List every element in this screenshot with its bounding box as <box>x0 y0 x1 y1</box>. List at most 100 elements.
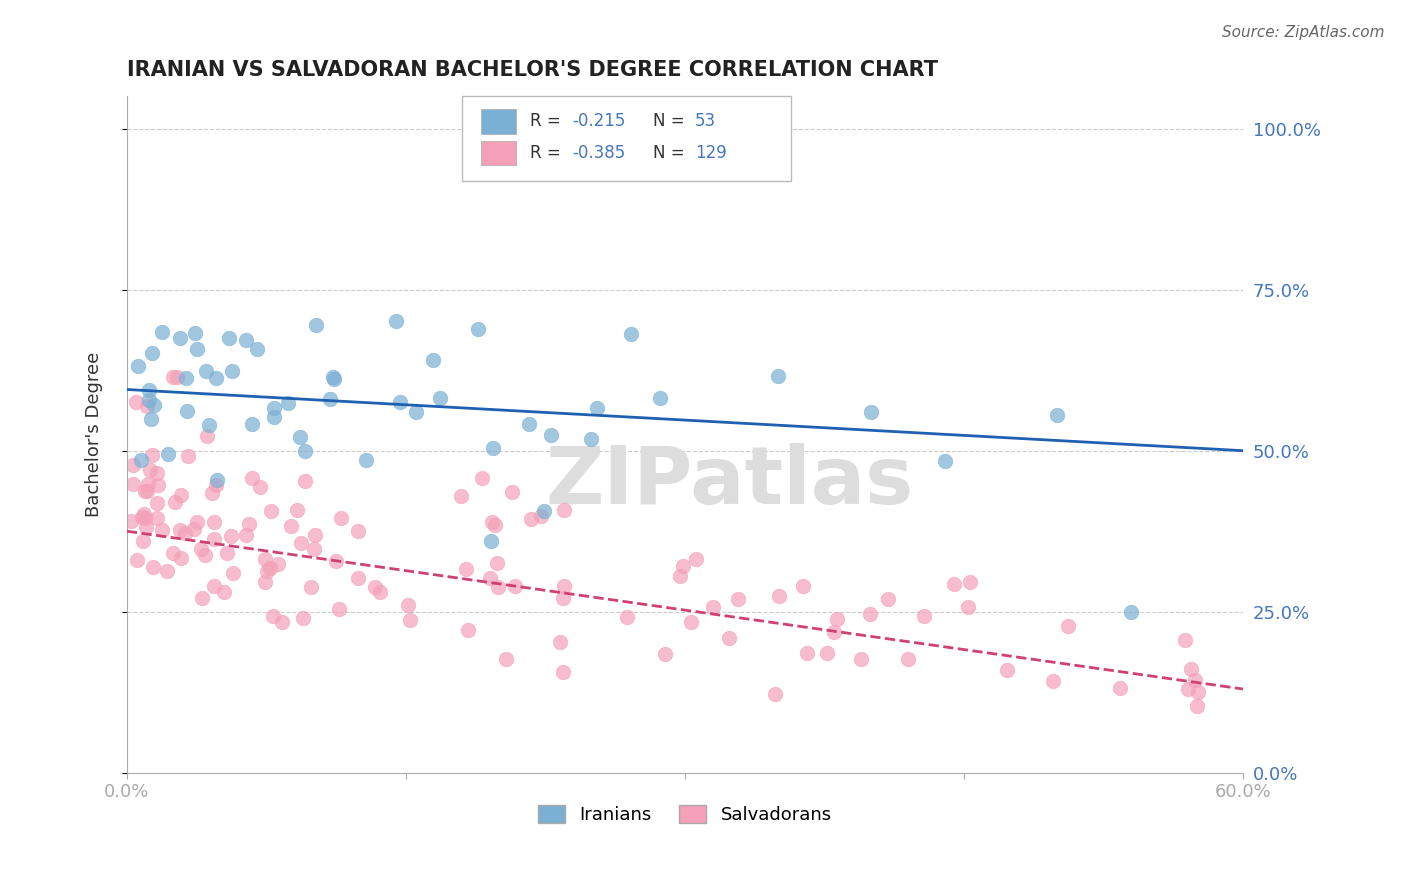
Point <box>122 477 145 491</box>
Point <box>266 557 288 571</box>
Point <box>120 515 142 529</box>
Point <box>145 511 167 525</box>
Point <box>553 503 575 517</box>
Point <box>280 518 302 533</box>
Point <box>290 430 312 444</box>
Point <box>242 471 264 485</box>
Text: 53: 53 <box>695 112 716 130</box>
Point <box>162 546 184 560</box>
Point <box>796 646 818 660</box>
Text: -0.215: -0.215 <box>572 112 626 130</box>
Point <box>942 577 965 591</box>
Text: -0.385: -0.385 <box>572 145 626 162</box>
Point <box>263 409 285 424</box>
Point <box>142 560 165 574</box>
Point <box>322 370 344 384</box>
Point <box>956 600 979 615</box>
Point <box>347 571 370 585</box>
Point <box>186 343 208 357</box>
Point <box>553 665 575 679</box>
Point <box>202 579 225 593</box>
Point <box>260 504 283 518</box>
Point <box>256 565 278 579</box>
Point <box>240 417 263 431</box>
Point <box>141 412 163 426</box>
Point <box>859 607 882 622</box>
FancyBboxPatch shape <box>481 141 516 165</box>
Point <box>533 504 555 518</box>
Point <box>186 515 208 529</box>
Point <box>218 331 240 345</box>
Point <box>1121 605 1143 619</box>
Point <box>177 450 200 464</box>
Point <box>125 553 148 567</box>
Point <box>364 580 387 594</box>
Point <box>322 372 344 386</box>
Point <box>768 590 790 604</box>
Point <box>859 405 882 419</box>
Point <box>134 510 156 524</box>
Point <box>505 579 527 593</box>
Point <box>319 392 342 407</box>
Point <box>717 632 740 646</box>
Point <box>304 528 326 542</box>
Point <box>249 480 271 494</box>
Point <box>138 384 160 398</box>
Point <box>1184 673 1206 687</box>
Point <box>1109 681 1132 695</box>
Point <box>246 343 269 357</box>
Point <box>1180 662 1202 676</box>
Point <box>530 508 553 523</box>
Point <box>292 611 315 625</box>
Point <box>450 489 472 503</box>
Point <box>146 496 169 510</box>
Point <box>995 663 1018 677</box>
Point <box>766 369 789 384</box>
Point <box>385 313 408 327</box>
Point <box>141 448 163 462</box>
Point <box>370 585 392 599</box>
Point <box>616 610 638 624</box>
Point <box>176 403 198 417</box>
Point <box>204 371 226 385</box>
Point <box>194 364 217 378</box>
Point <box>399 613 422 627</box>
Point <box>396 598 419 612</box>
Point <box>959 575 981 590</box>
Point <box>620 326 643 341</box>
Point <box>138 463 160 477</box>
Point <box>669 569 692 583</box>
Point <box>170 488 193 502</box>
Point <box>235 333 257 347</box>
Point <box>912 609 935 624</box>
Point <box>346 524 368 539</box>
Point <box>166 370 188 384</box>
Point <box>197 418 219 433</box>
Point <box>150 523 173 537</box>
Point <box>219 529 242 543</box>
Point <box>135 519 157 533</box>
Point <box>134 483 156 498</box>
Point <box>262 608 284 623</box>
Point <box>290 535 312 549</box>
Point <box>388 395 411 409</box>
Text: IRANIAN VS SALVADORAN BACHELOR'S DEGREE CORRELATION CHART: IRANIAN VS SALVADORAN BACHELOR'S DEGREE … <box>127 60 938 79</box>
Point <box>763 687 786 701</box>
Point <box>685 552 707 566</box>
Point <box>285 503 308 517</box>
Point <box>194 548 217 562</box>
Point <box>294 474 316 488</box>
Point <box>132 508 155 522</box>
Point <box>876 591 898 606</box>
Point <box>354 452 377 467</box>
Point <box>553 591 575 606</box>
Point <box>471 471 494 485</box>
Point <box>136 476 159 491</box>
Point <box>897 651 920 665</box>
Point <box>479 533 502 548</box>
Point <box>201 486 224 500</box>
Point <box>222 566 245 580</box>
Point <box>484 517 506 532</box>
Point <box>823 625 845 640</box>
Text: R =: R = <box>530 145 565 162</box>
